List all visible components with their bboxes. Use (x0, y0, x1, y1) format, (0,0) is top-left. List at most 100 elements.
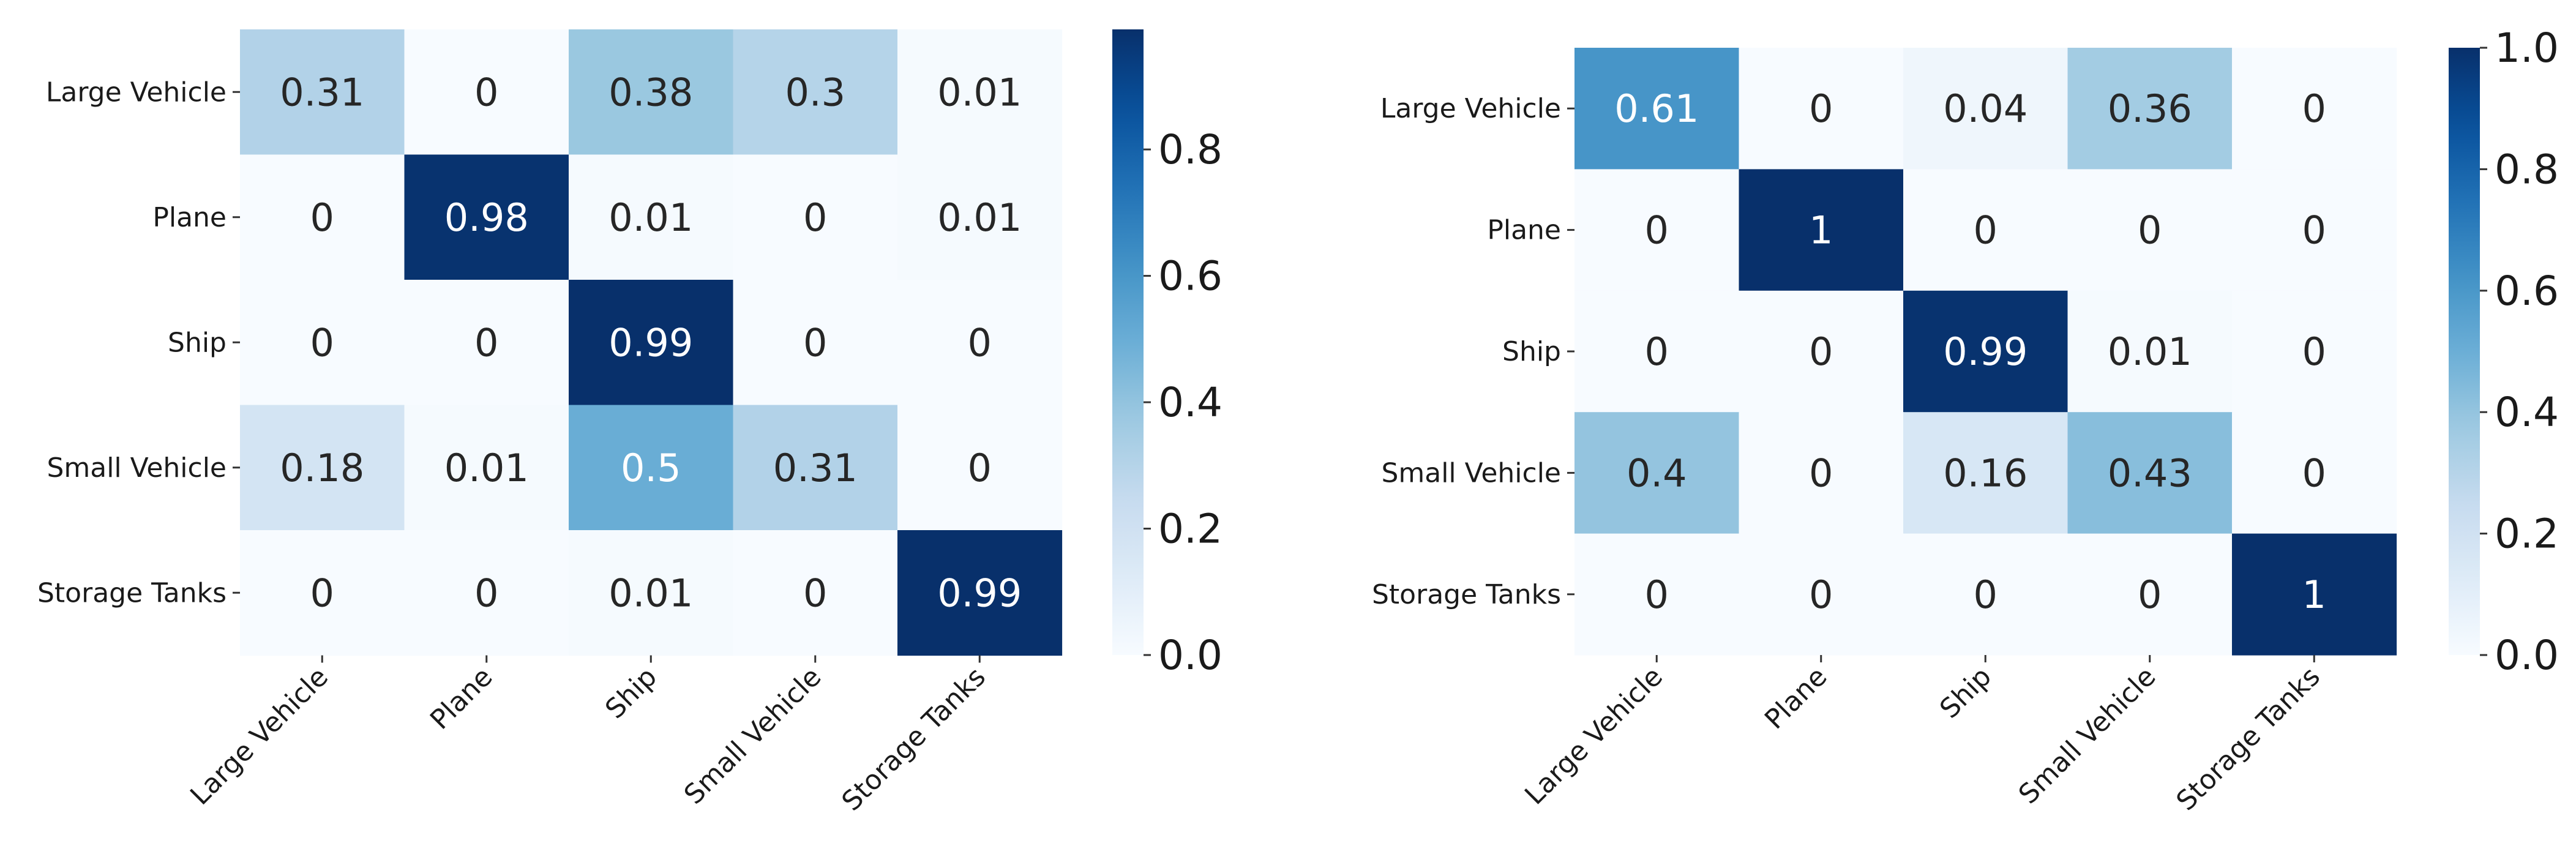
cell-value-label: 0 (803, 571, 827, 615)
heatmap-cell (404, 405, 569, 531)
heatmap-cell (1574, 48, 1740, 170)
colorbar (2449, 48, 2480, 655)
colorbar-tick-label: 0.4 (2495, 389, 2559, 436)
heatmap-cell (897, 530, 1063, 656)
heatmap-cell (1574, 412, 1740, 534)
cell-value-label: 0.18 (280, 446, 364, 490)
cell-value-label: 0.99 (1943, 329, 2027, 374)
colorbar-tick-label: 0.6 (1158, 253, 1222, 300)
heatmap-cell (569, 29, 734, 155)
heatmap-cell (2232, 290, 2397, 413)
heatmap-cell (569, 530, 734, 656)
heatmap-cell (897, 280, 1063, 406)
heatmap-cell (1574, 290, 1740, 413)
heatmap-cell (569, 154, 734, 280)
cell-value-label: 0 (1809, 329, 1833, 374)
heatmap-cell (1739, 169, 1904, 291)
colorbar-tick-label: 0.8 (2495, 146, 2559, 193)
colorbar-tick-label: 0.2 (1158, 506, 1222, 553)
cell-value-label: 0.01 (608, 571, 693, 615)
cell-value-label: 0 (474, 320, 498, 365)
cell-value-label: 0 (1809, 572, 1833, 617)
y-tick-label: Storage Tanks (1372, 579, 1561, 610)
cell-value-label: 0 (803, 320, 827, 365)
heatmap-cell (1903, 48, 2069, 170)
cell-value-label: 1 (1809, 208, 1833, 253)
heatmap-cell (1739, 48, 1904, 170)
heatmap-cell (404, 154, 569, 280)
colorbar-tick-label: 0.8 (1158, 126, 1222, 173)
heatmap-cell (2232, 169, 2397, 291)
heatmap-cell (569, 405, 734, 531)
x-tick-label: Ship (599, 661, 663, 725)
cell-value-label: 0 (474, 571, 498, 615)
cell-value-label: 0.04 (1943, 86, 2027, 131)
heatmap-cell (404, 280, 569, 406)
cell-value-label: 0.36 (2108, 86, 2192, 131)
heatmap-2: 0.61 0 0.04 0.36 0 0 1 0 0 0 0 0 0.99 0.01 0 0.4 0 0.16 0.… (1372, 24, 2559, 817)
x-tick-label: Plane (424, 661, 498, 735)
heatmap-cell (240, 405, 405, 531)
heatmap-cell (1903, 533, 2069, 656)
y-tick-label: Large Vehicle (46, 77, 227, 108)
heatmap-cell (1903, 412, 2069, 534)
cell-value-label: 0 (1809, 86, 1833, 131)
cell-value-label: 0.99 (937, 571, 1022, 615)
heatmap-cell (733, 154, 898, 280)
cell-value-label: 0.5 (621, 446, 681, 490)
cell-value-label: 0 (1645, 329, 1669, 374)
cell-value-label: 0 (2138, 572, 2162, 617)
cell-value-label: 0.61 (1614, 86, 1699, 131)
cell-value-label: 0 (1974, 208, 1998, 253)
cell-value-label: 0 (1645, 572, 1669, 617)
cell-value-label: 0 (968, 320, 992, 365)
cell-value-label: 0.16 (1943, 451, 2027, 495)
cell-value-label: 0 (2302, 208, 2326, 253)
cell-value-label: 0.98 (444, 195, 529, 240)
x-tick-label: Storage Tanks (836, 661, 992, 817)
cell-value-label: 0.01 (2108, 329, 2192, 374)
y-tick-label: Small Vehicle (47, 452, 227, 484)
cell-value-label: 0.01 (937, 70, 1022, 114)
heatmap-cell (2232, 48, 2397, 170)
cell-value-label: 0 (2302, 451, 2326, 495)
heatmap-cell (240, 154, 405, 280)
x-tick-label: Storage Tanks (2170, 661, 2326, 817)
heatmap-cell (1739, 412, 1904, 534)
heatmap-cell (404, 530, 569, 656)
heatmap-1: 0.31 0 0.38 0.3 0.01 0 0.98 0.01 0 0.01 0 0 0.99 0 0 0.… (37, 29, 1222, 817)
y-tick-label: Plane (1487, 215, 1561, 246)
y-tick-label: Ship (168, 327, 227, 358)
cell-value-label: 0.4 (1627, 451, 1687, 495)
heatmap-cell (1574, 169, 1740, 291)
heatmap-cell (2067, 533, 2233, 656)
cell-value-label: 0 (1809, 451, 1833, 495)
heatmap-cell (2067, 48, 2233, 170)
x-tick-label: Large Vehicle (184, 661, 334, 811)
cell-value-label: 0 (968, 446, 992, 490)
heatmap-cell (733, 280, 898, 406)
heatmap-cell (733, 405, 898, 531)
heatmap-cell (897, 154, 1063, 280)
heatmap-cell (2067, 290, 2233, 413)
cell-value-label: 0.31 (280, 70, 364, 114)
x-tick-label: Large Vehicle (1519, 661, 1669, 811)
cell-value-label: 0 (1645, 208, 1669, 253)
heatmap-cell (240, 280, 405, 406)
heatmap-cell (569, 280, 734, 406)
heatmap-cell (2067, 412, 2233, 534)
cell-value-label: 0.43 (2108, 451, 2192, 495)
heatmap-cell (733, 29, 898, 155)
cell-value-label: 0 (2302, 329, 2326, 374)
cell-value-label: 0.01 (937, 195, 1022, 240)
colorbar-tick-label: 1.0 (2495, 24, 2559, 72)
heatmap-cell (1903, 169, 2069, 291)
cell-value-label: 0.3 (785, 70, 845, 114)
colorbar (1112, 29, 1144, 655)
cell-value-label: 0 (310, 571, 334, 615)
cell-value-label: 0.31 (773, 446, 858, 490)
y-tick-label: Ship (1502, 336, 1561, 367)
heatmap-cell (1574, 533, 1740, 656)
cell-value-label: 0 (2138, 208, 2162, 253)
y-tick-label: Large Vehicle (1380, 93, 1561, 124)
